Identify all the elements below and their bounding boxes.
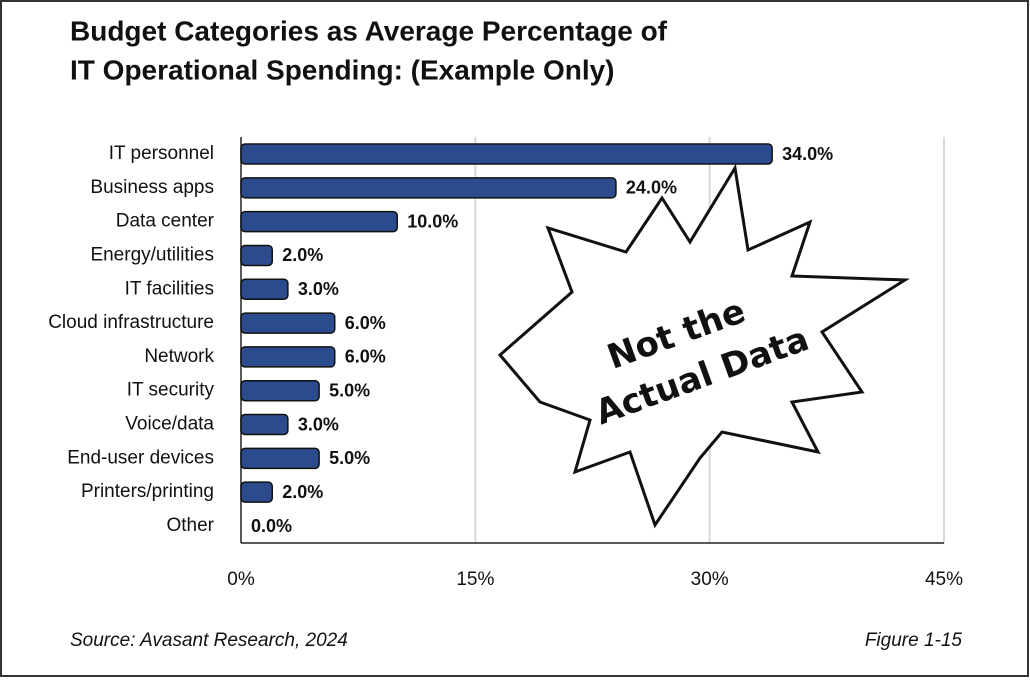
source: Source: Avasant Research, 2024	[70, 630, 348, 651]
data-label: 5.0%	[329, 380, 370, 400]
y-tick-label: Other	[166, 515, 214, 536]
bar	[240, 312, 336, 334]
y-tick-label: IT facilities	[125, 278, 214, 299]
y-tick-label: End-user devices	[67, 447, 214, 468]
bar	[240, 244, 273, 267]
y-tick-label: Data center	[116, 211, 215, 232]
bar	[240, 481, 273, 503]
data-label: 34.0%	[782, 144, 833, 164]
data-label: 2.0%	[282, 245, 323, 265]
grid: 0% 15% 30% 45%	[227, 137, 963, 590]
x-tick-label: 45%	[925, 569, 963, 590]
y-tick-label: Voice/data	[125, 414, 214, 435]
bar	[240, 346, 336, 368]
data-label: 6.0%	[345, 313, 386, 333]
data-label: 3.0%	[298, 279, 339, 299]
y-tick-label: Cloud infrastructure	[48, 312, 214, 333]
y-tick-label: Printers/printing	[81, 481, 214, 502]
bar	[240, 177, 617, 199]
data-label: 10.0%	[407, 211, 458, 231]
starburst	[497, 163, 910, 529]
x-tick-label: 30%	[691, 569, 729, 590]
x-tick-label: 0%	[227, 569, 255, 590]
y-tick-label: Energy/utilities	[90, 244, 214, 265]
bar	[240, 379, 320, 402]
data-label: 3.0%	[298, 414, 339, 434]
y-tick-label: Network	[144, 346, 214, 367]
data-label: 6.0%	[345, 347, 386, 367]
x-tick-label: 15%	[456, 569, 494, 590]
y-tick-label: Business apps	[90, 177, 214, 198]
bar	[240, 447, 320, 470]
data-label: 5.0%	[329, 448, 370, 468]
data-label: 2.0%	[282, 482, 323, 502]
bar	[240, 143, 773, 165]
bar	[240, 210, 398, 233]
y-tick-label: IT security	[127, 380, 215, 401]
data-label: 0.0%	[251, 516, 292, 536]
y-tick-label: IT personnel	[109, 143, 214, 164]
bars: IT personnel 34.0% Business apps 24.0% Data …	[48, 143, 833, 536]
bar	[240, 278, 289, 301]
chart-title: Budget Categories as Average Percentage …	[70, 15, 668, 46]
bar	[240, 413, 289, 436]
chart-title: IT Operational Spending: (Example Only)	[70, 54, 615, 85]
data-label: 24.0%	[626, 178, 677, 198]
figure-label: Figure 1-15	[865, 630, 963, 651]
